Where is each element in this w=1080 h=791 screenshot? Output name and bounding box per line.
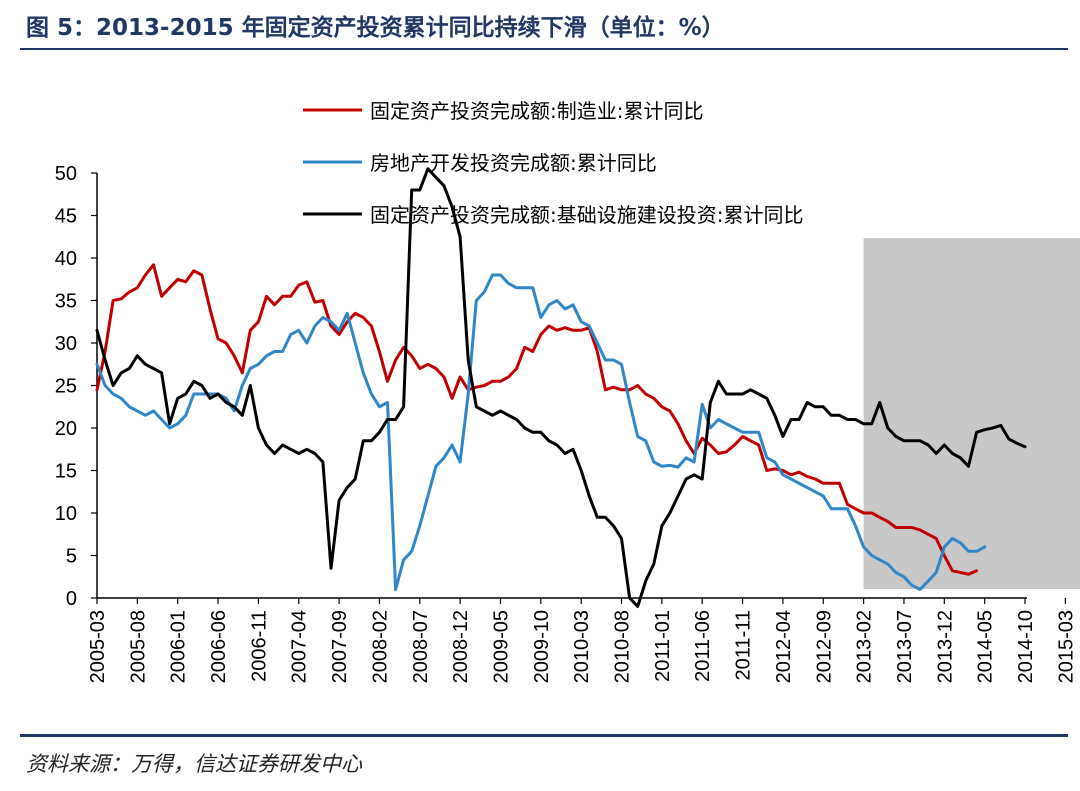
shaded-region <box>863 238 1080 589</box>
y-tick-label: 40 <box>55 248 77 270</box>
x-tick-label: 2006-06 <box>208 610 230 683</box>
line-chart: 0 5 10 15 20 25 30 35 40 45 50 2005-03 2005-08 2006-0… <box>55 99 1080 683</box>
y-tick-label: 50 <box>55 163 77 185</box>
x-tick-label: 2015-03 <box>1055 610 1077 683</box>
y-tick-label: 45 <box>55 206 77 228</box>
source-rule <box>20 734 1068 737</box>
x-tick-label: 2005-03 <box>87 610 109 683</box>
x-tick-label: 2013-12 <box>934 610 956 683</box>
x-tick-label: 2007-04 <box>289 610 311 683</box>
y-tick-label: 5 <box>66 546 77 568</box>
x-tick-label: 2011-11 <box>733 610 755 680</box>
x-tick-label: 2012-09 <box>813 610 835 683</box>
x-tick-label: 2014-05 <box>975 610 997 683</box>
series-line-3 <box>95 167 1027 608</box>
figure-title: 图 5：2013-2015 年固定资产投资累计同比持续下滑（单位：%） <box>26 15 725 41</box>
legend-label-3: 固定资产投资完成额:基础设施建设投资:累计同比 <box>370 203 803 227</box>
axes: 0 5 10 15 20 25 30 35 40 45 50 2005-03 2005-08 2006-0… <box>55 163 1078 683</box>
source-note: 资料来源：万得，信达证券研发中心 <box>26 752 362 776</box>
x-tick-label: 2014-10 <box>1015 610 1037 683</box>
series-lines <box>95 167 1027 608</box>
x-tick-label: 2006-01 <box>168 610 190 683</box>
x-tick-label: 2011-06 <box>692 610 714 682</box>
x-tick-label: 2008-12 <box>450 610 472 683</box>
y-tick-label: 25 <box>55 376 77 398</box>
series-line-2 <box>95 273 987 591</box>
legend: 固定资产投资完成额:制造业:累计同比房地产开发投资完成额:累计同比固定资产投资完… <box>303 99 803 227</box>
y-tick-label: 20 <box>55 418 77 440</box>
x-tick-label: 2008-02 <box>369 610 391 683</box>
legend-label-1: 固定资产投资完成额:制造业:累计同比 <box>370 99 703 123</box>
x-tick-label: 2005-08 <box>127 610 149 683</box>
y-tick-label: 35 <box>55 291 77 313</box>
x-tick-label: 2007-09 <box>329 610 351 683</box>
y-tick-label: 10 <box>55 503 77 525</box>
x-tick-label: 2009-05 <box>490 610 512 683</box>
legend-label-2: 房地产开发投资完成额:累计同比 <box>370 151 657 175</box>
x-tick-label: 2008-07 <box>410 610 432 683</box>
x-tick-label: 2013-02 <box>854 610 876 683</box>
y-tick-label: 15 <box>55 461 77 483</box>
x-tick-label: 2010-08 <box>612 610 634 683</box>
y-tick-label: 0 <box>66 588 77 610</box>
y-tick-label: 30 <box>55 333 77 355</box>
x-tick-label: 2009-10 <box>531 610 553 683</box>
shaded-region-layer <box>863 238 1080 589</box>
x-tick-label: 2013-07 <box>894 610 916 683</box>
x-tick-label: 2012-04 <box>773 610 795 683</box>
x-tick-label: 2006-11 <box>248 610 270 682</box>
x-tick-label: 2011-01 <box>652 610 674 682</box>
title-rule <box>20 48 1068 50</box>
x-tick-label: 2010-03 <box>571 610 593 683</box>
series-line-1 <box>95 263 979 576</box>
